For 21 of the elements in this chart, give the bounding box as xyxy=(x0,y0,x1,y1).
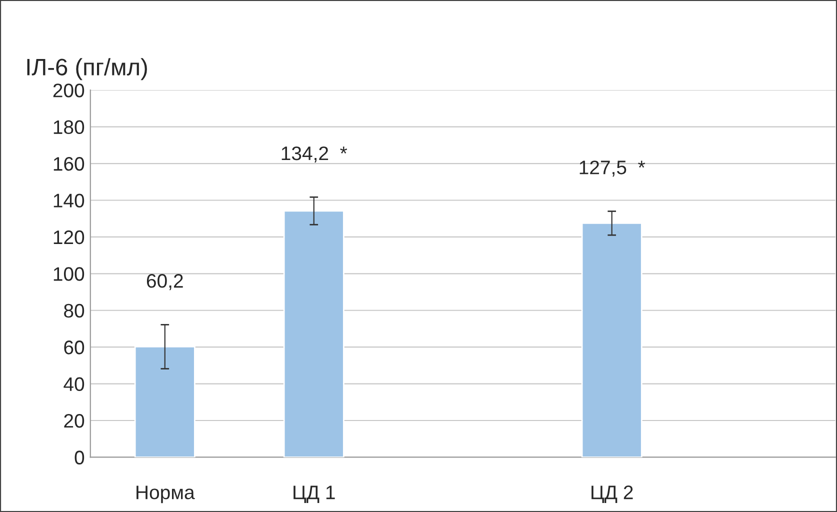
y-tick-label: 60 xyxy=(64,340,84,354)
data-label: 60,2 xyxy=(146,274,183,290)
y-tick-label: 100 xyxy=(54,267,84,281)
y-tick-label: 0 xyxy=(74,450,84,464)
bar xyxy=(134,346,196,458)
y-tick-label: 40 xyxy=(64,377,84,392)
y-tick-label: 160 xyxy=(54,157,84,171)
y-tick-label: 180 xyxy=(54,120,84,134)
data-label: 134,2 * xyxy=(282,146,348,163)
y-tick-label: 80 xyxy=(64,304,84,318)
x-tick-label: ЦД 1 xyxy=(294,486,335,503)
y-tick-label: 140 xyxy=(54,194,84,208)
bar xyxy=(283,210,344,458)
bar xyxy=(581,222,642,458)
y-tick-label: 20 xyxy=(64,414,84,428)
y-tick-label: 200 xyxy=(53,84,84,98)
y-tick-label: 120 xyxy=(54,230,84,244)
x-tick-label: ЦД 2 xyxy=(592,486,633,503)
x-tick-label: Норма xyxy=(136,486,195,504)
y-axis-title: ІЛ-6 (пг/мл) xyxy=(27,58,147,80)
data-label: 127,5 * xyxy=(580,160,646,177)
